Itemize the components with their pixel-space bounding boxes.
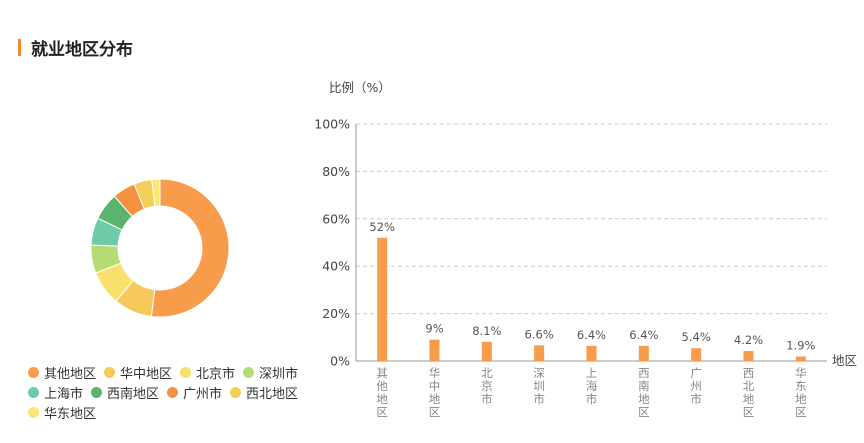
bar-value-label: 6.4% [577, 328, 606, 342]
section-header: 就业地区分布 [18, 36, 133, 60]
bar-value-label: 5.4% [682, 330, 711, 344]
x-tick-label: 北京市 [481, 366, 493, 406]
y-tick-label: 40% [322, 259, 350, 274]
bar-category-9[interactable] [795, 356, 806, 361]
legend-item-category-1[interactable]: 其他地区 [28, 363, 96, 382]
bar-category-7[interactable] [691, 348, 702, 361]
x-tick-label: 西南地区 [638, 366, 650, 419]
legend-item-category-8[interactable]: 西北地区 [230, 383, 298, 402]
donut-chart [90, 178, 230, 318]
legend-color-dot [230, 386, 242, 398]
bar-chart: 比例（%） 0% 20% 40% 60% 80% 100% 地区 52% 其他地区 9% 华中地区 8.… [314, 80, 857, 419]
x-tick-label: 华中地区 [429, 366, 441, 419]
x-tick-label: 西北地区 [743, 366, 755, 419]
legend-item-category-6[interactable]: 西南地区 [91, 383, 159, 402]
bar-value-label: 6.6% [525, 327, 554, 341]
legend-label: 上海市 [44, 386, 84, 402]
legend-item-category-2[interactable]: 华中地区 [104, 363, 172, 382]
y-tick-label: 100% [314, 117, 350, 132]
y-tick-label: 20% [322, 306, 350, 321]
bar-category-2[interactable] [429, 339, 440, 361]
legend-color-dot [91, 386, 103, 398]
bar-category-8[interactable] [743, 351, 754, 361]
x-tick-label: 上海市 [586, 366, 598, 406]
legend-color-dot [167, 386, 179, 398]
section-title: 就业地区分布 [31, 39, 133, 60]
bar-category-5[interactable] [586, 345, 597, 361]
legend-item-category-4[interactable]: 深圳市 [243, 363, 298, 382]
title-accent-bar [18, 38, 21, 56]
legend-label: 广州市 [183, 386, 223, 402]
x-tick-label: 华东地区 [795, 366, 807, 419]
legend-label: 其他地区 [44, 366, 97, 382]
bar-value-label: 52% [369, 220, 395, 234]
bar-category-3[interactable] [481, 341, 492, 361]
legend-color-dot [243, 366, 255, 378]
legend-color-dot [28, 366, 39, 378]
donut-slice-category-1 [150, 178, 230, 318]
x-axis-title: 地区 [832, 353, 857, 368]
bar-value-label: 8.1% [472, 324, 501, 338]
bar-value-label: 4.2% [734, 333, 763, 347]
bar-value-label: 6.4% [629, 328, 658, 342]
bar-category-6[interactable] [638, 345, 649, 361]
legend-item-category-7[interactable]: 广州市 [167, 383, 222, 402]
legend-label: 深圳市 [259, 366, 299, 382]
y-tick-label: 0% [330, 354, 350, 369]
legend-label: 北京市 [196, 366, 236, 382]
bar-value-label: 1.9% [786, 338, 815, 352]
y-tick-label: 60% [322, 211, 350, 226]
legend-item-category-3[interactable]: 北京市 [180, 363, 235, 382]
legend-color-dot [104, 366, 116, 378]
bar-value-label: 9% [425, 322, 443, 336]
bar-category-1[interactable] [377, 237, 388, 361]
y-tick-label: 80% [322, 164, 350, 179]
legend-label: 华东地区 [44, 406, 97, 422]
x-tick-label: 深圳市 [533, 366, 545, 406]
legend-label: 西北地区 [246, 386, 299, 402]
legend-row: 其他地区 华中地区 北京市 深圳市 [28, 362, 298, 382]
legend-item-category-9[interactable]: 华东地区 [28, 403, 96, 422]
donut-slice-category-9 [151, 178, 161, 207]
legend-color-dot [28, 406, 39, 418]
legend-row: 上海市 西南地区 广州市 西北地区 [28, 382, 298, 402]
legend-label: 西南地区 [107, 386, 160, 402]
bar-category-4[interactable] [534, 345, 545, 361]
legend-color-dot [28, 386, 39, 398]
x-tick-label: 其他地区 [376, 366, 388, 419]
legend-label: 华中地区 [120, 366, 173, 382]
y-axis-title: 比例（%） [329, 80, 391, 95]
legend-row: 华东地区 [28, 402, 298, 422]
donut-legend: 其他地区 华中地区 北京市 深圳市上海市 西南地区 广州市 西北地区华东地区 [28, 362, 298, 422]
legend-color-dot [180, 366, 192, 378]
x-tick-label: 广州市 [690, 366, 702, 406]
legend-item-category-5[interactable]: 上海市 [28, 383, 83, 402]
